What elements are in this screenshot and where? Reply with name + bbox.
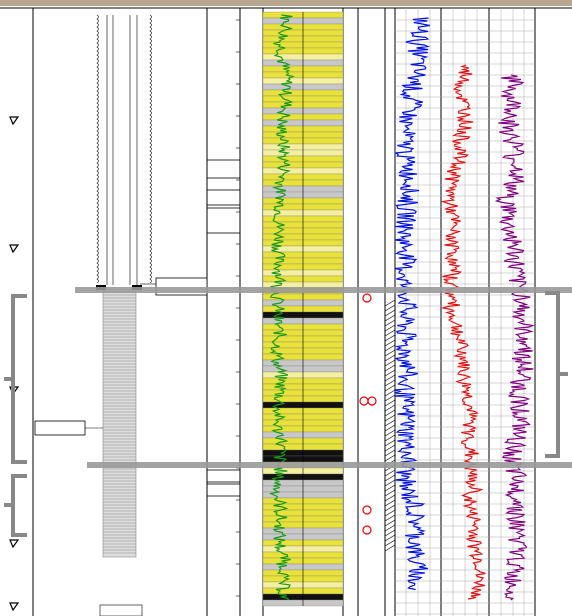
hatch [384,534,396,542]
hatch [384,314,396,322]
hatch [384,424,396,432]
hatch [384,299,396,307]
red-circles [359,293,377,535]
hatch [384,444,396,452]
hatch [384,334,396,342]
hatch [384,304,396,312]
zone-box [206,469,241,483]
red-log [440,64,486,600]
depth-marker [9,602,20,612]
hatch [384,409,396,417]
zone-box [206,483,241,497]
hatch [384,319,396,327]
hatch [384,469,396,477]
top-strip [0,0,572,6]
hatch [384,414,396,422]
hatch [384,454,396,462]
hatch [384,364,396,372]
hatch [384,479,396,487]
casing-wave [149,14,152,284]
hatch [384,449,396,457]
callout-box [34,420,86,436]
markers [9,116,20,612]
depth-marker [9,539,20,549]
circle-marker [362,525,372,535]
zone-box [206,207,241,234]
hatch [384,389,396,397]
hatch [384,349,396,357]
hatch [384,519,396,527]
hatch [384,494,396,502]
hatch [384,434,396,442]
hatch [384,354,396,362]
hatch [384,474,396,482]
hatch [384,509,396,517]
zone-box [206,189,241,206]
circle-marker [367,396,377,406]
zone-column [206,19,241,597]
hatch [384,309,396,317]
hatch [384,394,396,402]
hatch [384,544,396,552]
log-curves [268,14,535,601]
hatch [384,324,396,332]
hatch [384,404,396,412]
blue-log [394,17,430,591]
hatch [384,369,396,377]
hatch [384,419,396,427]
zone-box [206,159,241,179]
hatch [384,439,396,447]
hatch [384,329,396,337]
left-bracket [4,294,27,464]
hatch [384,499,396,507]
zone-highlights [4,287,572,537]
well-bottom [99,604,143,616]
hatch [384,484,396,492]
well-schematic [34,14,208,616]
column-borders [32,8,536,616]
casing-wave [96,14,99,284]
hatch [384,339,396,347]
lithology-column [262,11,344,607]
hatch [384,539,396,547]
circle-marker [362,505,372,515]
hatch [384,489,396,497]
hatch [384,504,396,512]
zone-boundary [75,287,572,293]
left-bracket [4,474,27,537]
hatch [384,359,396,367]
right-bracket [545,291,568,458]
screen-section [102,291,137,558]
circle-marker [362,293,372,303]
purple-log [494,74,535,601]
hatch [384,379,396,387]
hatch [384,344,396,352]
depth-marker [9,116,20,126]
hatch [384,374,396,382]
gamma-curve [268,14,296,601]
hatch [384,384,396,392]
zone-boundary [87,462,572,468]
hatch [384,514,396,522]
hatch [384,524,396,532]
hatch [384,529,396,537]
hatch [384,429,396,437]
hatch [384,399,396,407]
depth-marker [9,244,20,254]
